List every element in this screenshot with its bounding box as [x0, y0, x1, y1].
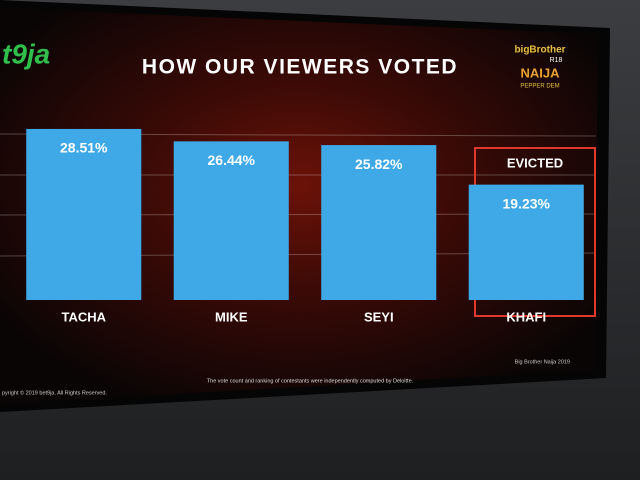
category-label: MIKE — [215, 309, 248, 324]
credit: Big Brother Naija 2019 — [515, 359, 570, 365]
footnote: The vote count and ranking of contestant… — [207, 378, 414, 384]
category-label: TACHA — [61, 309, 106, 324]
bar — [26, 128, 142, 300]
logo-right-3: NAIJA — [520, 65, 560, 80]
value-label: 25.82% — [355, 156, 403, 172]
logo-right-2: R18 — [550, 57, 563, 64]
logo-right-1: bigBrother — [514, 45, 565, 56]
value-label: 19.23% — [503, 195, 551, 211]
plot: 28.51% TACHA 26.44% MIKE 25.82% SEYI 19.23% KHA… — [26, 128, 584, 324]
category-label: KHAFI — [506, 309, 546, 324]
screen — [0, 8, 598, 404]
copyright: pyright © 2019 bet9ja. All Rights Reserv… — [2, 389, 107, 396]
annotation: EVICTED — [507, 155, 563, 170]
category-label: SEYI — [364, 309, 394, 324]
bar — [468, 184, 584, 300]
chart-title: HOW OUR VIEWERS VOTED — [142, 56, 458, 79]
logo-right-4: PEPPER DEM — [520, 84, 559, 90]
value-label: 26.44% — [208, 152, 256, 168]
bar — [173, 141, 289, 300]
logo-left: t9ja — [2, 38, 50, 69]
value-label: 28.51% — [60, 140, 108, 156]
bar — [321, 145, 437, 300]
